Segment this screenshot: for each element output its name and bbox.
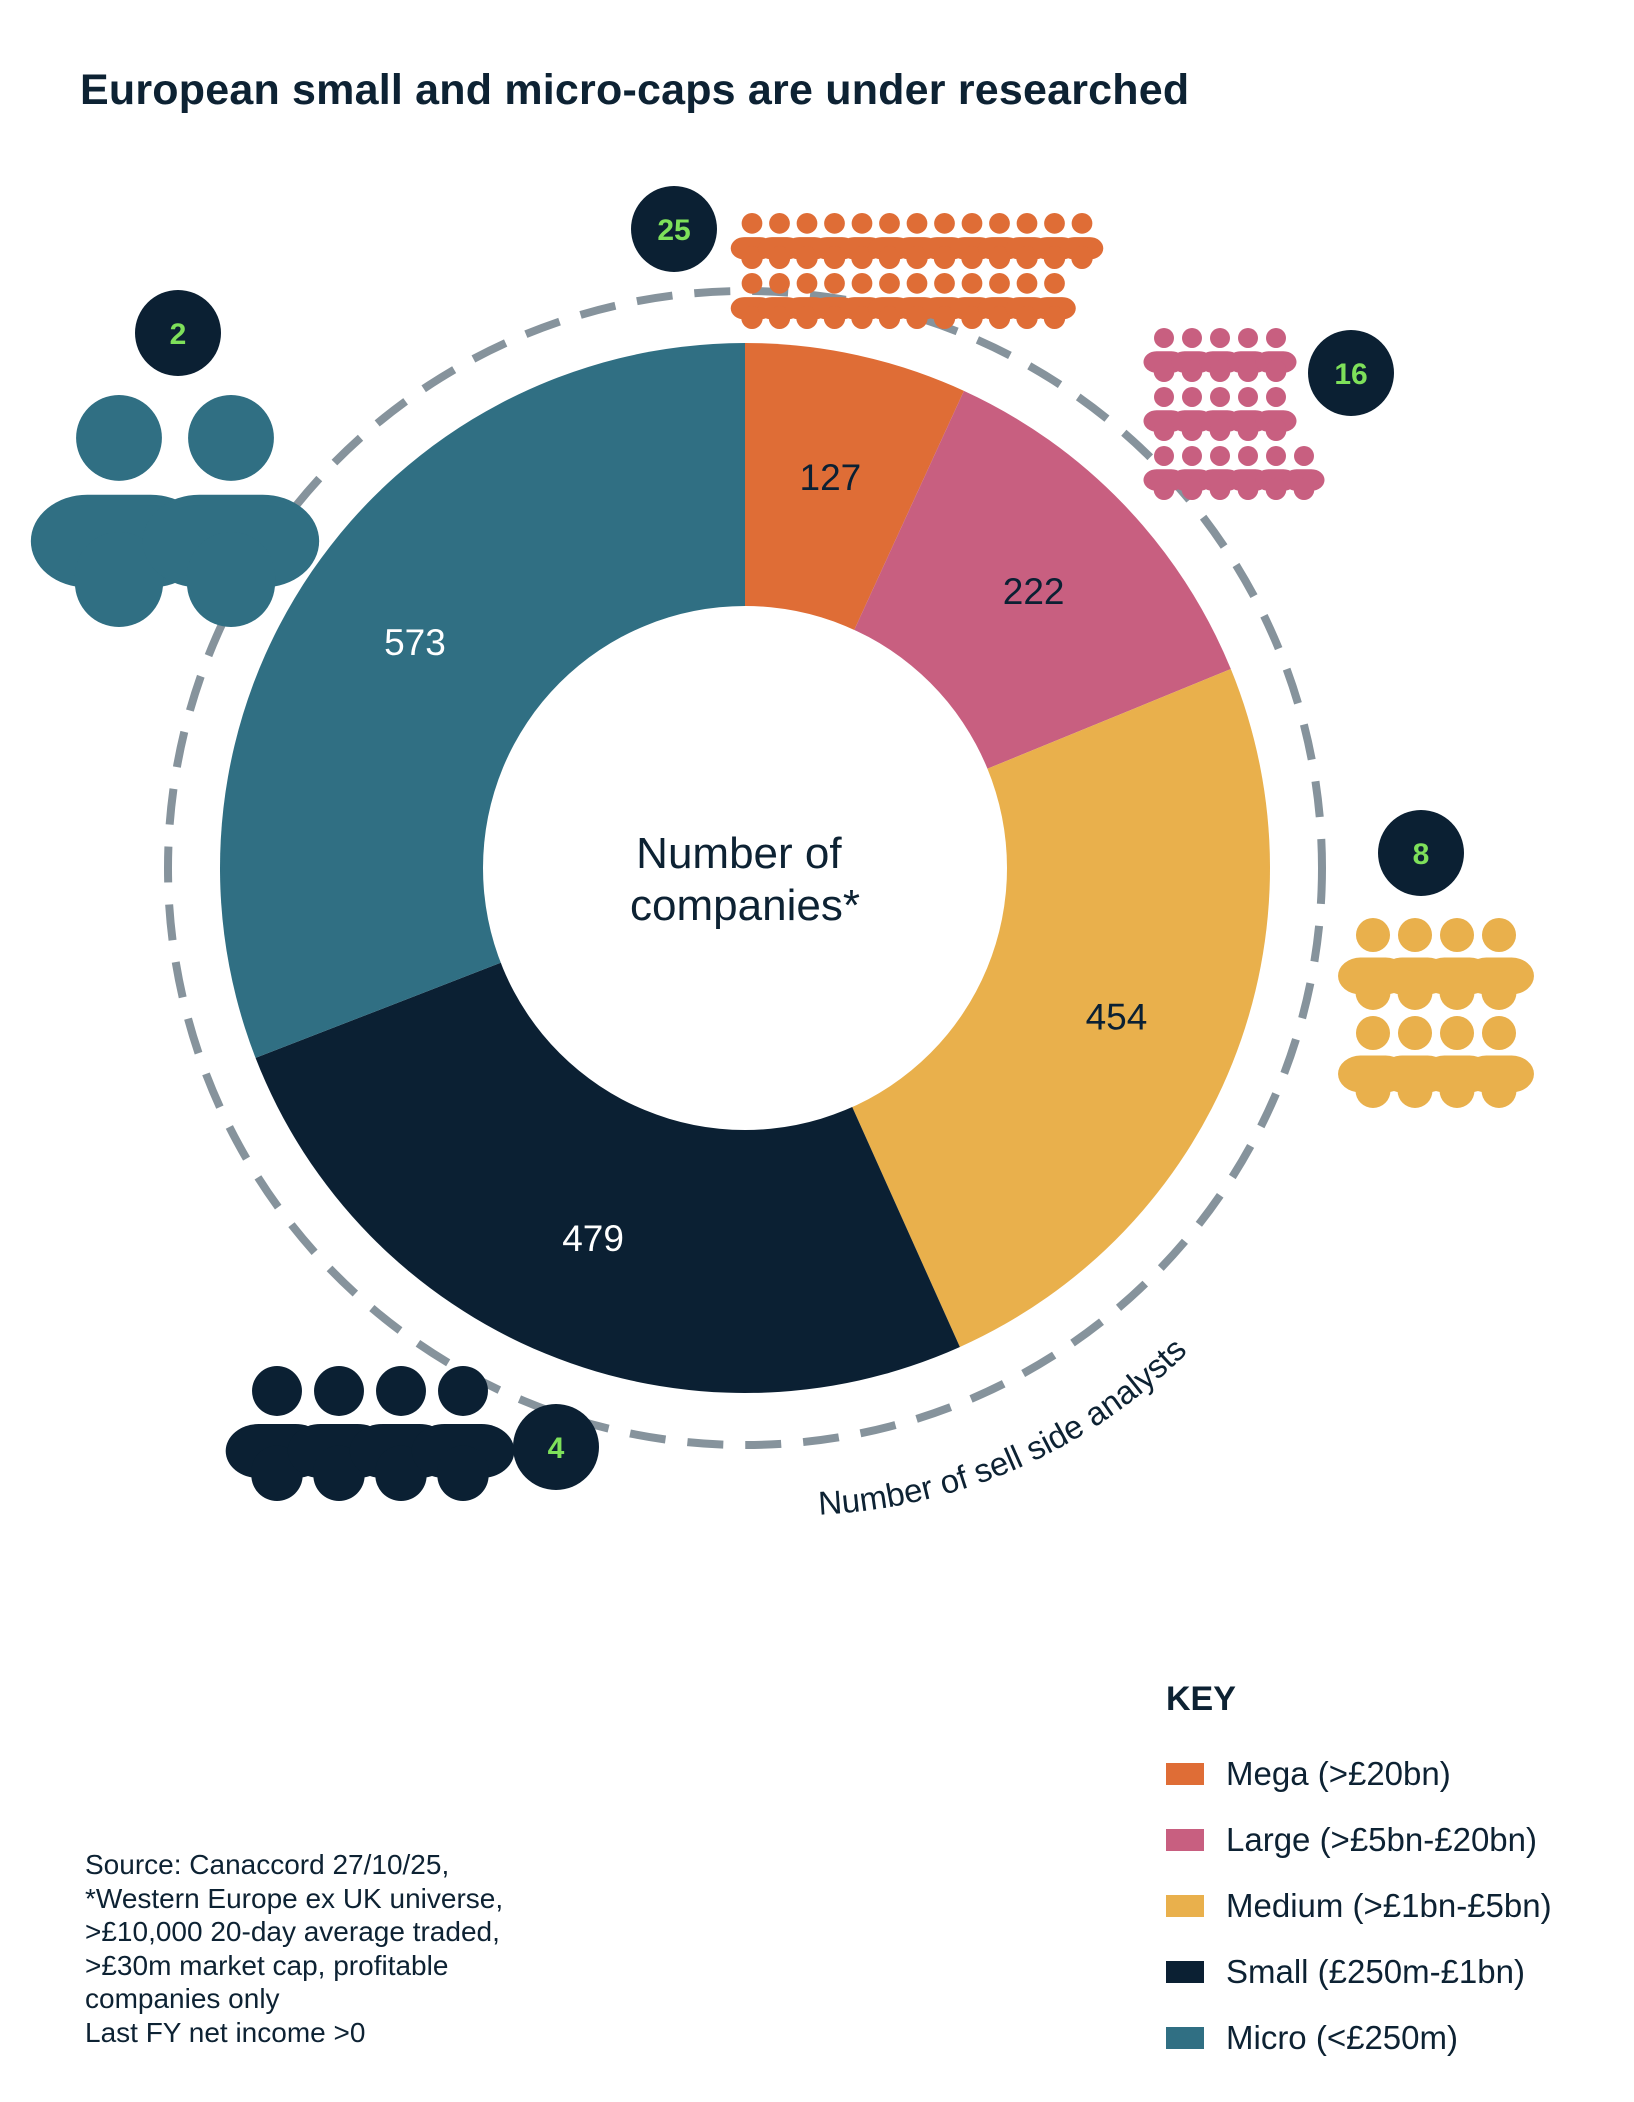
source-line: *Western Europe ex UK universe,	[85, 1882, 504, 1914]
source-line: Last FY net income >0	[85, 2016, 366, 2048]
analyst-count-large: 16	[1334, 358, 1367, 391]
analyst-count-mega: 25	[657, 214, 690, 247]
source-line: companies only	[85, 1983, 280, 2014]
legend-title: KEY	[1166, 1680, 1236, 1718]
analyst-count-small: 4	[548, 1432, 565, 1465]
source-line: Source: Canaccord 27/10/25,	[85, 1849, 450, 1880]
analyst-icons-small	[225, 1366, 515, 1501]
legend-swatch	[1166, 1895, 1204, 1917]
person-icon	[142, 395, 320, 627]
analyst-icons-mega	[730, 213, 1104, 329]
legend-swatch	[1166, 1961, 1204, 1983]
source-line: >£30m market cap, profitable	[85, 1949, 449, 1981]
legend-item-mega: Mega (>£20bn)	[1166, 1741, 1552, 1807]
analyst-icons-medium	[1338, 918, 1534, 1108]
legend-label: Medium (>£1bn-£5bn)	[1226, 1887, 1552, 1924]
person-icon	[1255, 328, 1297, 382]
person-icon	[1464, 918, 1534, 1010]
slice-label-micro: 573	[384, 622, 446, 663]
slice-label-mega: 127	[800, 457, 862, 498]
person-icon	[1464, 1016, 1534, 1108]
analyst-badge-large	[1308, 330, 1394, 416]
legend-label: Small (£250m-£1bn)	[1226, 1953, 1525, 1990]
center-label-line-2: companies*	[630, 881, 860, 930]
person-icon	[923, 273, 966, 329]
person-icon	[1255, 387, 1297, 441]
source-note: Source: Canaccord 27/10/25, *Western Euro…	[85, 1848, 503, 2049]
legend-label: Micro (<£250m)	[1226, 2019, 1458, 2056]
slice-label-small: 479	[562, 1218, 624, 1259]
analyst-badge-mega	[631, 186, 717, 272]
legend-item-small: Small (£250m-£1bn)	[1166, 1939, 1552, 2005]
slice-label-medium: 454	[1086, 996, 1148, 1037]
source-line: >£10,000 20-day average traded,	[85, 1916, 500, 1947]
person-icon	[1171, 387, 1213, 441]
slice-label-large: 222	[1003, 571, 1065, 612]
person-icon	[1033, 273, 1076, 329]
donut-hole	[483, 606, 1007, 1130]
analyst-badge-small	[513, 1404, 599, 1490]
legend-label: Large (>£5bn-£20bn)	[1226, 1821, 1537, 1858]
center-label: Number of companies*	[630, 829, 860, 930]
analyst-count-medium: 8	[1413, 838, 1430, 871]
analyst-count-micro: 2	[170, 318, 187, 351]
analyst-icons-micro	[30, 395, 320, 627]
legend-swatch	[1166, 2027, 1204, 2049]
legend-swatch	[1166, 1829, 1204, 1851]
person-icon	[1283, 446, 1325, 500]
legend-item-micro: Micro (<£250m)	[1166, 2005, 1552, 2071]
analyst-icons-large	[1143, 328, 1325, 500]
legend: KEY Mega (>£20bn) Large (>£5bn-£20bn) Medi…	[1166, 1680, 1552, 2071]
person-icon	[411, 1366, 515, 1501]
page-title: European small and micro-caps are under …	[80, 66, 1190, 114]
person-icon	[1060, 213, 1104, 269]
legend-label: Mega (>£20bn)	[1226, 1755, 1451, 1792]
center-label-line-1: Number of	[636, 829, 842, 878]
analyst-badge-medium	[1378, 810, 1464, 896]
analyst-badge-micro	[135, 290, 221, 376]
analyst-ring	[164, 287, 1326, 1449]
legend-item-large: Large (>£5bn-£20bn)	[1166, 1807, 1552, 1873]
legend-item-medium: Medium (>£1bn-£5bn)	[1166, 1873, 1552, 1939]
legend-swatch	[1166, 1763, 1204, 1785]
